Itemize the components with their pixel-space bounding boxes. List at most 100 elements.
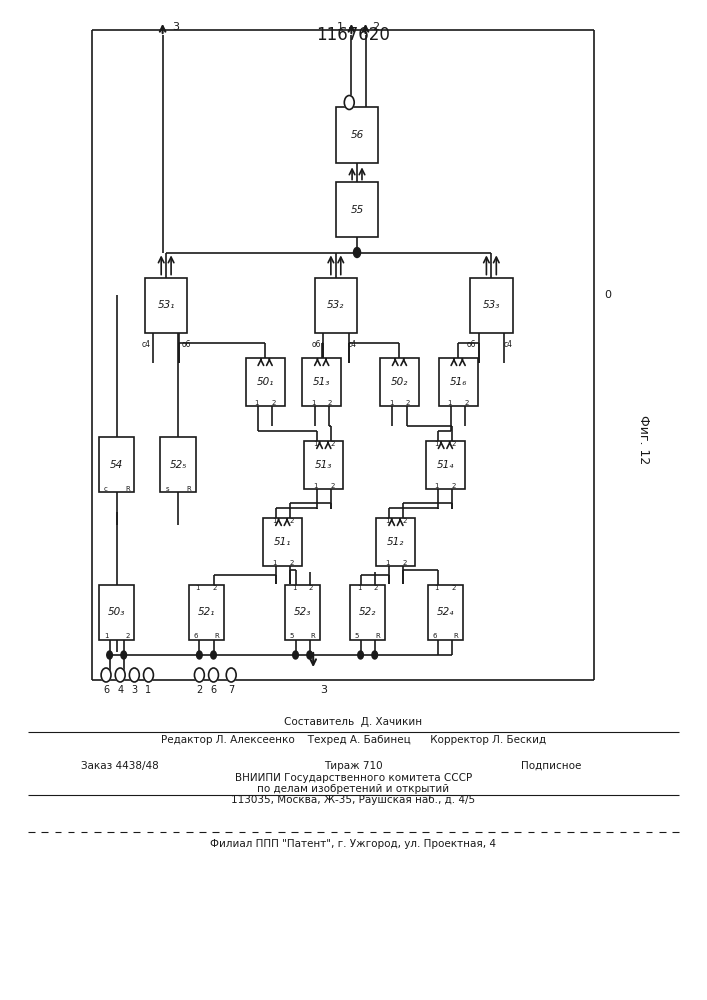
- Text: 2: 2: [374, 584, 378, 590]
- Text: 1: 1: [292, 584, 296, 590]
- Text: 1: 1: [435, 584, 439, 590]
- Text: 0: 0: [604, 290, 612, 300]
- FancyBboxPatch shape: [438, 358, 478, 406]
- Text: 52₁: 52₁: [198, 607, 215, 617]
- Text: 5: 5: [290, 634, 294, 640]
- Text: 1: 1: [196, 584, 200, 590]
- Text: 50₂: 50₂: [391, 377, 408, 387]
- Text: 51₆: 51₆: [450, 377, 467, 387]
- Text: 53₁: 53₁: [158, 300, 175, 310]
- FancyBboxPatch shape: [160, 437, 196, 492]
- Circle shape: [115, 668, 125, 682]
- Text: s: s: [165, 487, 170, 492]
- Text: 1: 1: [385, 518, 390, 524]
- Text: 2: 2: [125, 634, 129, 640]
- Text: 6: 6: [194, 634, 198, 640]
- Text: 1: 1: [389, 400, 393, 406]
- Text: 113035, Москва, Ж-35, Раушская наб., д. 4/5: 113035, Москва, Ж-35, Раушская наб., д. …: [231, 795, 476, 805]
- Text: 1: 1: [357, 584, 361, 590]
- FancyBboxPatch shape: [426, 441, 465, 489]
- Text: 1: 1: [104, 634, 108, 640]
- Text: 2: 2: [289, 560, 293, 566]
- Text: 51₄: 51₄: [437, 460, 454, 470]
- Text: Филиал ППП "Патент", г. Ужгород, ул. Проектная, 4: Филиал ППП "Патент", г. Ужгород, ул. Про…: [211, 839, 496, 849]
- Text: 1: 1: [255, 400, 259, 406]
- FancyBboxPatch shape: [302, 358, 341, 406]
- Text: 2: 2: [452, 483, 456, 489]
- Text: 1167620: 1167620: [317, 26, 390, 44]
- Text: 2: 2: [402, 560, 407, 566]
- FancyBboxPatch shape: [245, 358, 284, 406]
- Text: 6: 6: [433, 634, 437, 640]
- Text: 3: 3: [320, 685, 327, 695]
- FancyBboxPatch shape: [380, 358, 419, 406]
- Text: 2: 2: [309, 584, 313, 590]
- Text: 1: 1: [146, 685, 151, 695]
- Text: 1: 1: [435, 483, 439, 489]
- Circle shape: [344, 96, 354, 109]
- Text: o6: o6: [467, 340, 477, 349]
- Text: o6: o6: [311, 340, 321, 349]
- Text: 4: 4: [117, 685, 123, 695]
- Text: R: R: [187, 487, 191, 492]
- Text: 51₃: 51₃: [315, 460, 332, 470]
- Text: 1: 1: [313, 441, 317, 447]
- FancyBboxPatch shape: [285, 584, 320, 640]
- Text: 2: 2: [464, 400, 469, 406]
- Text: c: c: [104, 487, 108, 492]
- Text: 1: 1: [272, 560, 276, 566]
- Text: 51₃: 51₃: [313, 377, 330, 387]
- Text: 2: 2: [402, 518, 407, 524]
- Text: 50₃: 50₃: [108, 607, 125, 617]
- FancyBboxPatch shape: [145, 277, 187, 332]
- Text: R: R: [215, 634, 219, 640]
- Text: 2: 2: [452, 441, 456, 447]
- FancyBboxPatch shape: [189, 584, 224, 640]
- Text: R: R: [376, 634, 380, 640]
- Text: 50₁: 50₁: [257, 377, 274, 387]
- FancyBboxPatch shape: [336, 182, 378, 237]
- FancyBboxPatch shape: [99, 437, 134, 492]
- Text: 52₂: 52₂: [359, 607, 376, 617]
- Text: 56: 56: [351, 130, 363, 140]
- Text: o6: o6: [181, 340, 191, 349]
- Text: c4: c4: [348, 340, 356, 349]
- Text: 6: 6: [103, 685, 109, 695]
- Text: 3: 3: [132, 685, 137, 695]
- Circle shape: [144, 668, 153, 682]
- Text: 53₃: 53₃: [483, 300, 500, 310]
- Text: Составитель  Д. Хачикин: Составитель Д. Хачикин: [284, 717, 423, 727]
- Text: c4: c4: [503, 340, 512, 349]
- Text: 6: 6: [211, 685, 216, 695]
- Text: 53₂: 53₂: [327, 300, 344, 310]
- Circle shape: [211, 651, 216, 659]
- Text: 52₄: 52₄: [437, 607, 454, 617]
- Text: 2: 2: [330, 483, 334, 489]
- Circle shape: [354, 247, 361, 257]
- Text: 2: 2: [406, 400, 410, 406]
- Text: 1: 1: [385, 560, 390, 566]
- Text: 2: 2: [271, 400, 276, 406]
- Text: по делам изобретений и открытий: по делам изобретений и открытий: [257, 784, 450, 794]
- Text: 2: 2: [373, 22, 380, 32]
- Text: R: R: [454, 634, 458, 640]
- Text: 1: 1: [313, 483, 317, 489]
- Text: 51₁: 51₁: [274, 537, 291, 547]
- Text: 52₅: 52₅: [170, 460, 187, 470]
- Text: 5: 5: [355, 634, 359, 640]
- Text: 2: 2: [213, 584, 217, 590]
- Circle shape: [194, 668, 204, 682]
- Circle shape: [101, 668, 111, 682]
- Text: Заказ 4438/48: Заказ 4438/48: [81, 761, 159, 771]
- Circle shape: [107, 651, 112, 659]
- Circle shape: [358, 651, 363, 659]
- Text: 2: 2: [330, 441, 334, 447]
- Circle shape: [307, 651, 312, 659]
- Circle shape: [197, 651, 202, 659]
- FancyBboxPatch shape: [428, 584, 463, 640]
- Text: 2: 2: [328, 400, 332, 406]
- Text: 1: 1: [435, 441, 439, 447]
- FancyBboxPatch shape: [377, 518, 416, 566]
- FancyBboxPatch shape: [315, 277, 357, 332]
- Text: ВНИИПИ Государственного комитета СССР: ВНИИПИ Государственного комитета СССР: [235, 773, 472, 783]
